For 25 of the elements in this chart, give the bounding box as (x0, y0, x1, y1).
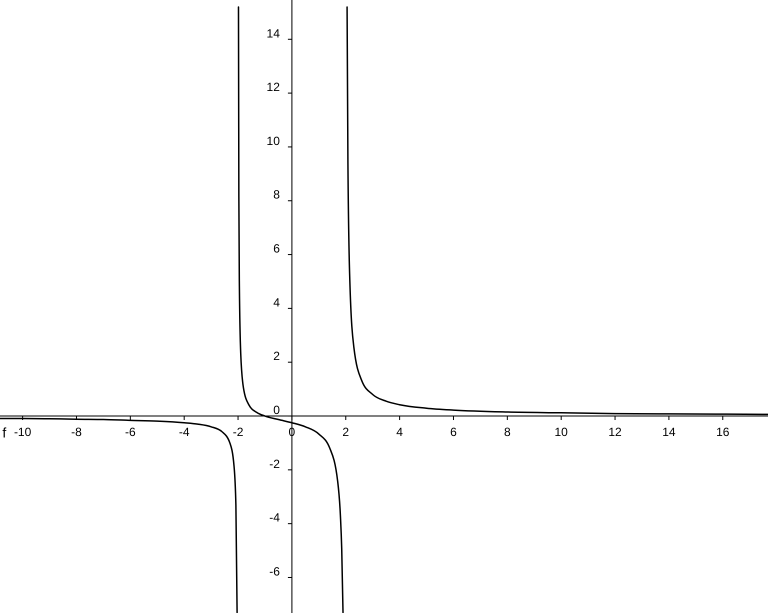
y-tick-label: -2 (269, 456, 280, 471)
y-tick-label: -6 (269, 564, 280, 578)
y-tick-label: 14 (266, 26, 280, 40)
y-tick-label: -4 (269, 510, 280, 525)
x-tick-label: 10 (554, 425, 568, 440)
x-tick-label: -6 (125, 425, 136, 440)
y-tick-label: 12 (266, 80, 280, 94)
y-tick-label: 0 (273, 403, 280, 418)
x-tick-label: 2 (342, 425, 350, 440)
y-tick-label: 10 (266, 134, 280, 148)
x-tick-label: -2 (232, 425, 244, 440)
x-tick-label: 14 (662, 425, 676, 440)
y-tick-label: 4 (273, 295, 280, 310)
x-tick-label: 6 (450, 425, 458, 440)
y-tick-label: 8 (273, 188, 280, 202)
x-tick-label: -10 (14, 425, 32, 440)
x-tick-label: 4 (396, 425, 404, 440)
y-tick-label: 6 (273, 242, 280, 256)
annotation: f (2, 424, 6, 441)
x-tick-label: -4 (178, 425, 190, 440)
x-tick-label: -8 (71, 425, 82, 440)
x-tick-label: 12 (608, 425, 622, 440)
x-tick-label: 8 (504, 425, 511, 440)
y-tick-label: 2 (273, 349, 280, 364)
x-tick-label: 16 (716, 425, 730, 440)
